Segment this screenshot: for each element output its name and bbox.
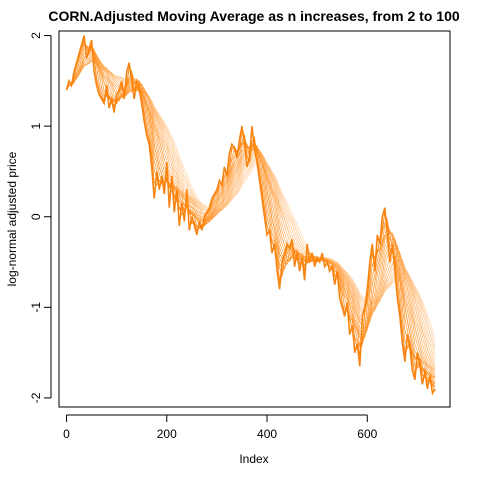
plot-box xyxy=(58,30,451,408)
x-tick-label: 600 xyxy=(357,427,377,441)
x-tick-label: 200 xyxy=(157,427,177,441)
moving-average-line-n4 xyxy=(65,35,436,396)
x-tick-label: 0 xyxy=(63,427,70,441)
y-axis-label: log-normal adjusted price xyxy=(5,151,19,286)
x-tick-label: 400 xyxy=(257,427,277,441)
y-tick-label: 0 xyxy=(29,213,43,220)
plot-area xyxy=(65,35,436,396)
x-axis: 0 200 400 600 xyxy=(63,414,378,441)
y-tick-label: 1 xyxy=(29,122,43,129)
y-axis: -2 -1 0 1 2 xyxy=(29,32,52,403)
y-tick-label: 2 xyxy=(29,32,43,39)
y-tick-label: -2 xyxy=(29,392,43,403)
y-tick-label: -1 xyxy=(29,302,43,313)
x-axis-label: Index xyxy=(239,452,268,466)
chart-title: CORN.Adjusted Moving Average as n increa… xyxy=(48,8,460,24)
